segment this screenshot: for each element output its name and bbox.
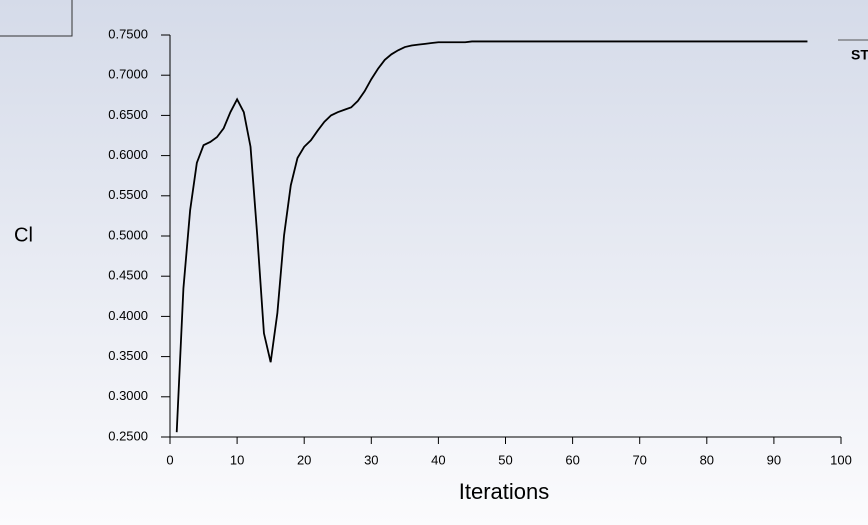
x-tick-label: 0 <box>166 452 173 467</box>
x-tick-label: 80 <box>700 452 714 467</box>
y-tick-label: 0.5000 <box>108 227 148 242</box>
x-tick-label: 60 <box>565 452 579 467</box>
y-tick-label: 0.7000 <box>108 67 148 82</box>
x-tick-label: 30 <box>364 452 378 467</box>
y-tick-label: 0.7500 <box>108 26 148 41</box>
line-series <box>175 40 808 433</box>
x-tick-label: 90 <box>767 452 781 467</box>
x-tick-label: 70 <box>632 452 646 467</box>
x-tick-label: 40 <box>431 452 445 467</box>
x-tick-label: 20 <box>297 452 311 467</box>
x-tick-label: 10 <box>230 452 244 467</box>
y-tick-label: 0.5500 <box>108 187 148 202</box>
logo-text: ST <box>851 47 868 63</box>
legend-box <box>0 0 73 37</box>
x-axis-label: Iterations <box>459 479 550 504</box>
y-tick-label: 0.4000 <box>108 308 148 323</box>
y-tick-label: 0.2500 <box>108 428 148 443</box>
x-tick-label: 100 <box>830 452 852 467</box>
y-tick-label: 0.6500 <box>108 107 148 122</box>
y-tick-label: 0.3500 <box>108 348 148 363</box>
y-axis-label: Cl <box>14 224 33 246</box>
y-tick-label: 0.4500 <box>108 268 148 283</box>
y-tick-label: 0.3000 <box>108 388 148 403</box>
x-tick-label: 50 <box>498 452 512 467</box>
y-tick-label: 0.6000 <box>108 147 148 162</box>
